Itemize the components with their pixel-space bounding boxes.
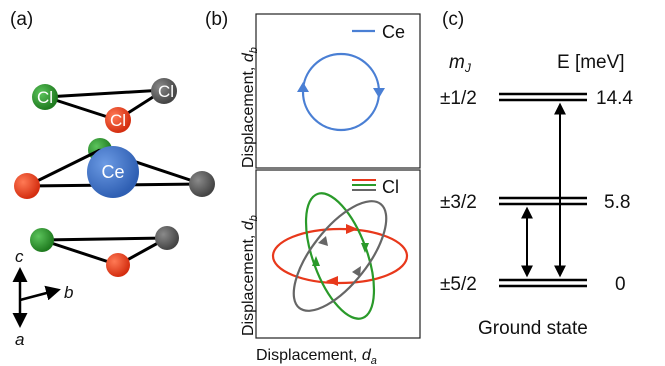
- panel-b-label: (b): [205, 9, 228, 30]
- level-3: ±5/2 0: [440, 274, 626, 295]
- energy-header: E [meV]: [557, 52, 625, 73]
- level-energy: 5.8: [604, 192, 630, 213]
- level-2: ±3/2 5.8: [440, 192, 630, 213]
- level-mj: ±1/2: [440, 88, 477, 109]
- cl-orbit-red-arrow-top: [346, 224, 358, 234]
- ce-atom-label: Ce: [101, 162, 124, 182]
- bond: [26, 148, 101, 188]
- panel-b: (b) Displacement, db Ce Displacement, db…: [205, 9, 421, 366]
- cl-legend-label: Cl: [382, 177, 399, 197]
- panel-c: (c) mJ E [meV] ±1/2 14.4 ±3/2 5.8 ±5/2 0…: [440, 9, 633, 339]
- cl-orbit-green-arrow-left: [312, 256, 320, 266]
- cl-atom-red-bottom: [106, 253, 130, 277]
- ce-orbit: [301, 52, 381, 132]
- ce-orbit-plot: Displacement, db Ce: [240, 13, 421, 169]
- cl-atom-green: [32, 84, 58, 110]
- ce-orbit-arrow-left: [297, 82, 309, 92]
- cl-orbit-green-arrow-right: [361, 243, 369, 253]
- ce-atom: [87, 146, 139, 198]
- mj-header: mJ: [449, 52, 472, 75]
- cl-plot-xlabel: Displacement, da: [256, 347, 377, 366]
- ce-orbit-arrow-right: [373, 88, 385, 98]
- cl-atom-green-bottom: [30, 228, 54, 252]
- c-axis-label: c: [15, 247, 24, 266]
- cl-orbit-gray-arrow-left: [318, 236, 328, 246]
- bond: [45, 95, 118, 122]
- ground-state-label: Ground state: [478, 318, 588, 339]
- b-axis-label: b: [64, 283, 73, 302]
- level-1: ±1/2 14.4: [440, 88, 633, 109]
- cl-atom-red-label: Cl: [110, 111, 126, 130]
- cl-plot-frame: [255, 169, 421, 339]
- cl-orbit-gray: [292, 200, 388, 312]
- cl-orbit-plot: Displacement, db Displacement, da Cl: [240, 169, 421, 366]
- middle-ce-layer: Ce: [14, 138, 215, 199]
- level-energy: 14.4: [596, 88, 633, 109]
- cl-plot-ylabel: Displacement, db: [240, 215, 260, 336]
- ce-plot-ylabel: Displacement, db: [240, 47, 260, 168]
- ce-plot-frame: [255, 13, 421, 169]
- cl-atom-red-mid: [14, 173, 40, 199]
- cl-atom-green-label: Cl: [37, 88, 53, 107]
- cl-orbit-red: [271, 227, 409, 285]
- cl-atom-gray: [151, 78, 177, 104]
- cl-atom-gray-label: Cl: [158, 82, 174, 101]
- bond: [45, 88, 165, 99]
- ce-legend-label: Ce: [382, 22, 405, 42]
- level-mj: ±5/2: [440, 274, 477, 295]
- top-cl-triangle: Cl Cl Cl: [32, 78, 177, 133]
- cl-orbit-gray-arrow-right: [352, 266, 361, 277]
- crystal-axes: c b a: [12, 247, 73, 349]
- cl-atom-gray-mid: [189, 171, 215, 197]
- b-axis-arrow: [19, 285, 61, 302]
- level-energy: 0: [615, 274, 626, 295]
- bond: [41, 238, 119, 267]
- cl-atom-gray-bottom: [155, 226, 179, 250]
- bottom-cl-triangle: [30, 226, 179, 277]
- panel-c-label: (c): [442, 9, 464, 30]
- bond: [41, 236, 168, 242]
- cl-orbit-red-arrow-bottom: [326, 276, 338, 286]
- panel-a-label: (a): [10, 9, 33, 30]
- cl-atom-red: [105, 107, 131, 133]
- level-mj: ±3/2: [440, 192, 477, 213]
- a-axis-label: a: [15, 330, 24, 349]
- panel-a: (a) Cl Cl Cl Ce: [10, 9, 215, 349]
